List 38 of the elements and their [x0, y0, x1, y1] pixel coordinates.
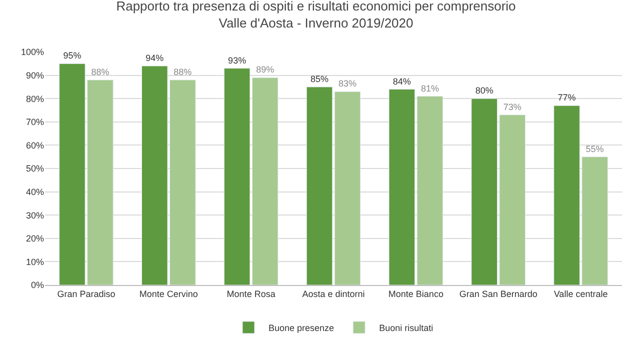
- data-label: 73%: [503, 102, 522, 112]
- data-label: 80%: [475, 86, 494, 96]
- bar: [306, 86, 333, 285]
- y-tick-label: 60%: [26, 140, 44, 150]
- chart-title: Rapporto tra presenza di ospiti e risultati economici per comprensorio: [116, 0, 516, 14]
- y-tick-label: 10%: [26, 256, 44, 267]
- bar: [334, 91, 361, 285]
- x-tick-label: Valle centrale: [554, 288, 608, 299]
- y-tick-label: 70%: [26, 117, 44, 128]
- legend-label: Buone presenze: [268, 322, 334, 333]
- x-tick-label: Aosta e dintorni: [302, 288, 365, 299]
- data-label: 83%: [338, 78, 357, 89]
- x-tick-label: Monte Bianco: [388, 288, 444, 299]
- data-label: 85%: [310, 74, 328, 84]
- data-label: 77%: [558, 92, 576, 103]
- x-tick-label: Monte Cervino: [139, 288, 198, 299]
- data-label: 81%: [420, 83, 439, 94]
- data-label: 88%: [91, 66, 110, 77]
- y-tick-label: 100%: [20, 47, 44, 58]
- data-label: 84%: [392, 76, 411, 86]
- data-label: 95%: [63, 50, 82, 61]
- x-tick-label: Monte Rosa: [226, 288, 276, 299]
- data-label: 94%: [146, 52, 164, 63]
- x-tick-label: Gran Paradiso: [57, 288, 116, 299]
- data-label: 55%: [586, 144, 604, 154]
- data-label: 89%: [256, 64, 274, 75]
- y-tick-label: 50%: [26, 164, 44, 174]
- x-tick-label: Gran San Bernardo: [459, 288, 538, 299]
- data-label: 88%: [174, 66, 192, 77]
- legend-label: Buoni risultati: [379, 322, 434, 333]
- data-label: 93%: [228, 55, 246, 66]
- y-tick-label: 90%: [26, 70, 44, 80]
- y-tick-label: 40%: [26, 186, 44, 197]
- y-tick-label: 0%: [30, 280, 44, 290]
- y-tick-label: 20%: [26, 234, 44, 244]
- chart-subtitle: Valle d'Aosta - Inverno 2019/2020: [218, 15, 414, 30]
- y-tick-label: 80%: [26, 94, 44, 104]
- y-tick-label: 30%: [26, 210, 44, 220]
